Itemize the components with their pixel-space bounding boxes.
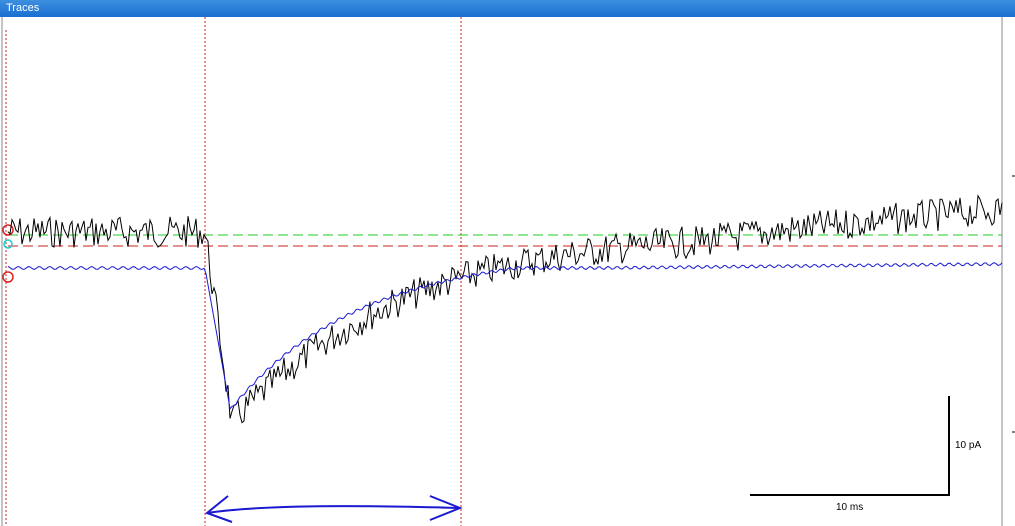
cursor-handle-mid[interactable]: [3, 239, 13, 249]
traces-canvas[interactable]: [0, 17, 1015, 526]
window-title: Traces: [6, 2, 40, 14]
trace-fit: [7, 262, 1003, 411]
trace-raw: [7, 194, 1003, 424]
range-arrow: [206, 505, 461, 514]
arrow-head-right: [429, 495, 463, 521]
scalebar-x-label: 10 ms: [836, 502, 864, 513]
cursor-handle-bottom[interactable]: [2, 271, 14, 283]
traces-panel[interactable]: 10 pA 10 ms: [0, 17, 1015, 526]
scalebar-y-label: 10 pA: [955, 440, 982, 451]
cursor-handle-top[interactable]: [2, 224, 14, 236]
arrow-head-left: [204, 495, 233, 523]
title-bar[interactable]: Traces: [0, 0, 1015, 17]
